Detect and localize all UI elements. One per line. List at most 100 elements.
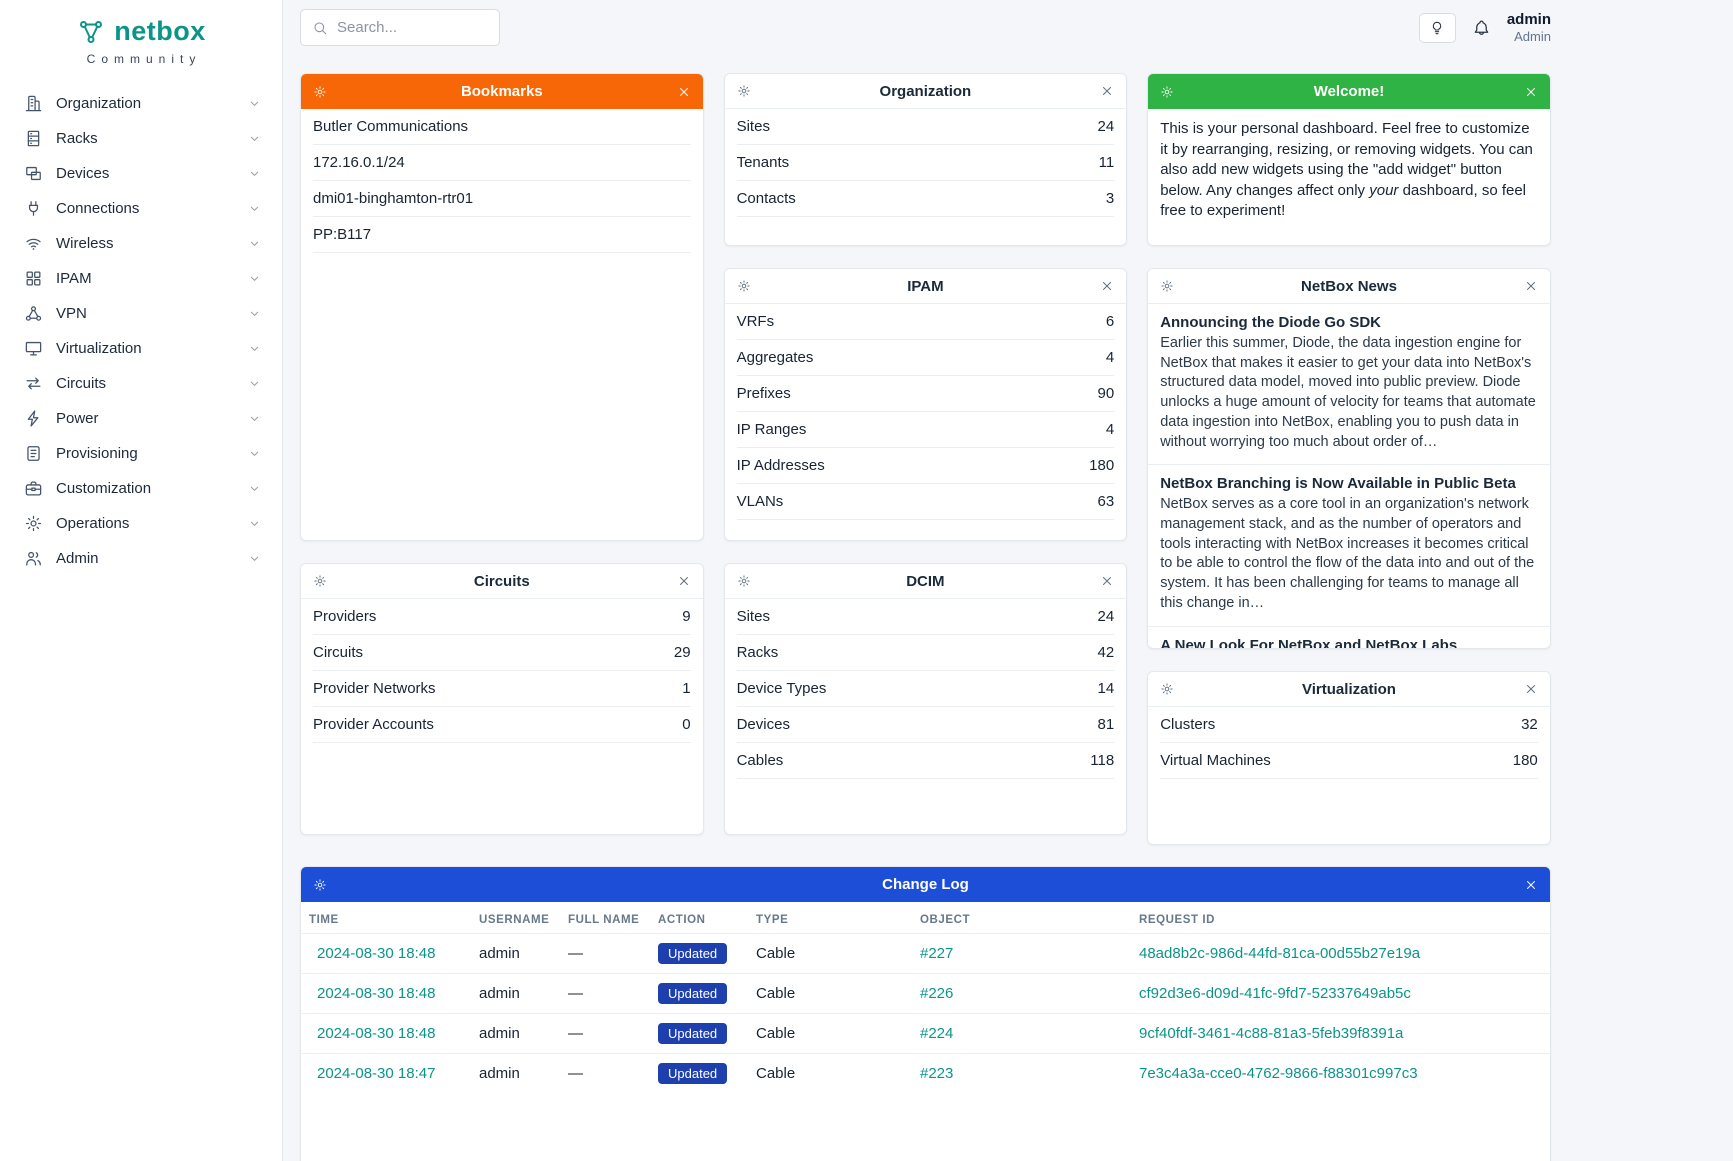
widget-close-button[interactable] xyxy=(1515,672,1547,706)
stat-count-link[interactable]: 42 xyxy=(1097,644,1115,661)
changelog-time-link[interactable]: 2024-08-30 18:48 xyxy=(317,945,436,962)
news-title-link[interactable]: NetBox Branching is Now Available in Pub… xyxy=(1160,475,1516,493)
widget-close-button[interactable] xyxy=(1091,564,1123,598)
changelog-object-link[interactable]: #227 xyxy=(920,945,954,962)
stat-count-link[interactable]: 180 xyxy=(1512,752,1538,769)
stat-count-link[interactable]: 0 xyxy=(682,716,691,733)
stat-count-link[interactable]: 9 xyxy=(682,608,691,625)
widget-title: Welcome! xyxy=(1313,83,1385,100)
stat-count-link[interactable]: 90 xyxy=(1097,385,1115,402)
stat-label: Prefixes xyxy=(736,385,791,402)
sidebar-item[interactable]: Devices xyxy=(0,156,282,191)
stat-count-link[interactable]: 4 xyxy=(1105,349,1115,366)
topbar-actions: admin Admin xyxy=(1418,11,1551,45)
widget-config-button[interactable] xyxy=(728,564,760,598)
stat-count-link[interactable]: 1 xyxy=(682,680,691,697)
changelog-request-id-link[interactable]: 48ad8b2c-986d-44fd-81ca-00d55b27e19a xyxy=(1139,945,1421,962)
sidebar-item[interactable]: Racks xyxy=(0,121,282,156)
ipam-widget: IPAM VRFs 6 Aggregates xyxy=(723,268,1128,541)
changelog-request-id-link[interactable]: 7e3c4a3a-cce0-4762-9866-f88301c997c3 xyxy=(1139,1065,1418,1082)
grid-icon xyxy=(24,269,43,288)
sidebar-item[interactable]: Wireless xyxy=(0,226,282,261)
widget-close-button[interactable] xyxy=(1515,74,1547,109)
sidebar-item[interactable]: Admin xyxy=(0,541,282,576)
chevron-down-icon xyxy=(247,96,262,111)
bookmark-link[interactable]: dmi01-binghamton-rtr01 xyxy=(313,181,691,217)
stat-list: Sites 24 Tenants 11 Contacts 3 xyxy=(725,109,1127,217)
sidebar-item-label: Power xyxy=(56,410,99,427)
changelog-type: Cable xyxy=(748,973,912,1014)
stat-row: Provider Networks 1 xyxy=(313,671,691,707)
widget-config-button[interactable] xyxy=(304,74,336,109)
sidebar-item[interactable]: Power xyxy=(0,401,282,436)
sidebar-item[interactable]: Virtualization xyxy=(0,331,282,366)
stat-count-link[interactable]: 4 xyxy=(1105,421,1115,438)
stat-count-link[interactable]: 32 xyxy=(1521,716,1538,733)
stat-count-link[interactable]: 180 xyxy=(1089,457,1115,474)
changelog-time-link[interactable]: 2024-08-30 18:48 xyxy=(317,985,436,1002)
stat-label: Cables xyxy=(736,752,784,769)
changelog-time-link[interactable]: 2024-08-30 18:48 xyxy=(317,1025,436,1042)
news-title-link[interactable]: A New Look For NetBox and NetBox Labs xyxy=(1160,636,1458,649)
virtualization-widget: Virtualization Clusters 32 Virtual xyxy=(1147,671,1551,845)
sidebar-item[interactable]: VPN xyxy=(0,296,282,331)
dcim-widget-header: DCIM xyxy=(724,564,1127,599)
sidebar-item[interactable]: Operations xyxy=(0,506,282,541)
user-menu[interactable]: admin Admin xyxy=(1507,11,1551,45)
stat-count-link[interactable]: 6 xyxy=(1105,313,1115,330)
widget-config-button[interactable] xyxy=(304,564,336,598)
changelog-request-id-link[interactable]: 9cf40fdf-3461-4c88-81a3-5feb39f8391a xyxy=(1139,1025,1404,1042)
news-title-link[interactable]: Announcing the Diode Go SDK xyxy=(1160,314,1382,331)
widget-config-button[interactable] xyxy=(728,74,760,108)
sidebar-item[interactable]: Organization xyxy=(0,86,282,121)
stat-count-link[interactable]: 3 xyxy=(1105,190,1115,207)
stat-count-link[interactable]: 14 xyxy=(1097,680,1115,697)
stat-count-link[interactable]: 11 xyxy=(1098,154,1115,171)
widget-close-button[interactable] xyxy=(1091,269,1123,303)
news-body: Earlier this summer, Diode, the data ing… xyxy=(1160,335,1536,450)
search-input[interactable] xyxy=(337,19,488,36)
changelog-request-id-link[interactable]: cf92d3e6-d09d-41fc-9fd7-52337649ab5c xyxy=(1139,985,1411,1002)
welcome-text-part: This is your personal dashboard. Feel fr… xyxy=(1160,120,1533,199)
changelog-object-link[interactable]: #226 xyxy=(920,985,954,1002)
changelog-object-link[interactable]: #223 xyxy=(920,1065,954,1082)
notifications-button[interactable] xyxy=(1472,18,1491,37)
changelog-object-link[interactable]: #224 xyxy=(920,1025,954,1042)
action-badge: Updated xyxy=(658,1023,728,1044)
bookmark-link[interactable]: PP:B117 xyxy=(313,217,691,253)
widget-config-button[interactable] xyxy=(304,867,336,902)
widget-config-button[interactable] xyxy=(1151,269,1183,303)
stat-count-link[interactable]: 81 xyxy=(1097,716,1115,733)
stat-row: Tenants 11 xyxy=(736,145,1115,181)
widget-config-button[interactable] xyxy=(728,269,760,303)
theme-toggle-button[interactable] xyxy=(1418,12,1456,43)
stat-count-link[interactable]: 24 xyxy=(1097,608,1115,625)
widget-config-button[interactable] xyxy=(1151,74,1183,109)
stat-count-link[interactable]: 24 xyxy=(1097,118,1115,135)
plug-icon xyxy=(24,199,43,218)
sidebar-item[interactable]: Connections xyxy=(0,191,282,226)
widget-close-button[interactable] xyxy=(1091,74,1123,108)
sidebar-item[interactable]: Circuits xyxy=(0,366,282,401)
stat-count-link[interactable]: 63 xyxy=(1097,493,1115,510)
widget-config-button[interactable] xyxy=(1151,672,1183,706)
sidebar-item[interactable]: Provisioning xyxy=(0,436,282,471)
widget-close-button[interactable] xyxy=(1515,269,1547,303)
widget-close-button[interactable] xyxy=(668,74,700,109)
gear-icon xyxy=(737,84,751,98)
stat-count-link[interactable]: 29 xyxy=(673,644,691,661)
gear-icon xyxy=(1160,85,1174,99)
bookmark-link[interactable]: 172.16.0.1/24 xyxy=(313,145,691,181)
changelog-time-link[interactable]: 2024-08-30 18:47 xyxy=(317,1065,436,1082)
organization-widget: Organization Sites 24 Tenants xyxy=(723,73,1128,246)
netbox-logo[interactable]: netbox Community xyxy=(0,0,282,66)
network-icon xyxy=(24,304,43,323)
stat-count-link[interactable]: 118 xyxy=(1090,752,1115,769)
widget-close-button[interactable] xyxy=(668,564,700,598)
sidebar-item[interactable]: Customization xyxy=(0,471,282,506)
sidebar-item[interactable]: IPAM xyxy=(0,261,282,296)
widget-close-button[interactable] xyxy=(1515,867,1547,902)
bookmark-link[interactable]: Butler Communications xyxy=(313,109,691,145)
changelog-type: Cable xyxy=(748,933,912,974)
stat-label: Circuits xyxy=(313,644,364,661)
